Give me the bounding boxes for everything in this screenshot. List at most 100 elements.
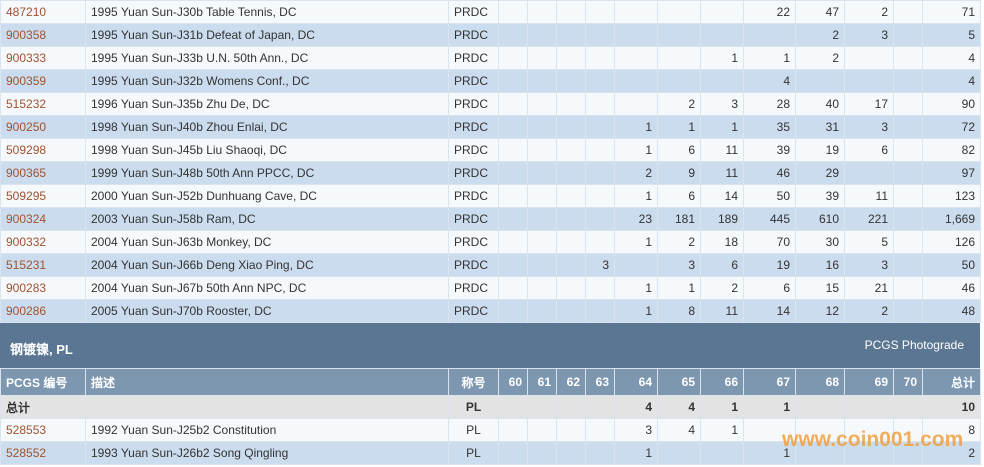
grade-count: 445 bbox=[743, 207, 796, 231]
grade-count bbox=[795, 418, 845, 442]
pcgs-id[interactable]: 900333 bbox=[0, 46, 86, 70]
grade-count: 2 bbox=[657, 92, 701, 116]
grade-count bbox=[585, 23, 615, 47]
grade-count bbox=[498, 184, 528, 208]
designation: PRDC bbox=[448, 276, 499, 300]
grade-count bbox=[614, 69, 658, 93]
data-row: 509295 2000 Yuan Sun-J52b Dunhuang Cave, … bbox=[0, 184, 981, 208]
description: 1995 Yuan Sun-J30b Table Tennis, DC bbox=[85, 0, 449, 24]
grade-count bbox=[556, 207, 586, 231]
grade-count: 8 bbox=[657, 299, 701, 323]
grade-count bbox=[893, 115, 923, 139]
grade-count: 221 bbox=[844, 207, 894, 231]
grade-count bbox=[795, 395, 845, 419]
grade-count bbox=[527, 395, 557, 419]
grade-count bbox=[585, 46, 615, 70]
grade-count: 1 bbox=[614, 115, 658, 139]
grade-count: 29 bbox=[795, 161, 845, 185]
designation: PRDC bbox=[448, 69, 499, 93]
total: 123 bbox=[922, 184, 981, 208]
pcgs-id[interactable]: 900332 bbox=[0, 230, 86, 254]
designation: PRDC bbox=[448, 0, 499, 24]
grade-count bbox=[657, 441, 701, 465]
grade-count: 31 bbox=[795, 115, 845, 139]
pcgs-id[interactable]: 900283 bbox=[0, 276, 86, 300]
grade-count bbox=[893, 138, 923, 162]
grade-count bbox=[700, 69, 744, 93]
column-header: 66 bbox=[700, 368, 744, 396]
grade-count bbox=[893, 441, 923, 465]
grade-count bbox=[556, 69, 586, 93]
grade-count bbox=[844, 161, 894, 185]
grade-count: 4 bbox=[657, 418, 701, 442]
grade-count: 2 bbox=[795, 46, 845, 70]
total: 48 bbox=[922, 299, 981, 323]
grade-count bbox=[844, 46, 894, 70]
grade-count bbox=[844, 441, 894, 465]
grade-count bbox=[844, 69, 894, 93]
summary-row: 总计 PL 4 4 1 1 10 bbox=[0, 395, 981, 419]
grade-count bbox=[527, 23, 557, 47]
grade-count bbox=[893, 161, 923, 185]
pcgs-id[interactable]: 509298 bbox=[0, 138, 86, 162]
designation: PL bbox=[448, 395, 499, 419]
photograde-link[interactable]: PCGS Photograde bbox=[864, 338, 964, 352]
grade-count bbox=[498, 0, 528, 24]
total: 2 bbox=[922, 441, 981, 465]
total: 72 bbox=[922, 115, 981, 139]
grade-count bbox=[844, 395, 894, 419]
pcgs-id[interactable]: 900358 bbox=[0, 23, 86, 47]
designation: PRDC bbox=[448, 184, 499, 208]
total: 71 bbox=[922, 0, 981, 24]
grade-count: 47 bbox=[795, 0, 845, 24]
grade-count: 6 bbox=[700, 253, 744, 277]
grade-count: 11 bbox=[700, 299, 744, 323]
grade-count bbox=[498, 161, 528, 185]
grade-count: 3 bbox=[585, 253, 615, 277]
data-row: 515232 1996 Yuan Sun-J35b Zhu De, DC PRDC 2… bbox=[0, 92, 981, 116]
pcgs-id[interactable]: 900359 bbox=[0, 69, 86, 93]
pcgs-id[interactable]: 515232 bbox=[0, 92, 86, 116]
pcgs-id[interactable]: 900365 bbox=[0, 161, 86, 185]
pcgs-id[interactable]: 487210 bbox=[0, 0, 86, 24]
column-header: 65 bbox=[657, 368, 701, 396]
grade-count bbox=[893, 230, 923, 254]
grade-count bbox=[556, 418, 586, 442]
grade-count bbox=[556, 276, 586, 300]
designation: PRDC bbox=[448, 115, 499, 139]
column-header: 68 bbox=[795, 368, 845, 396]
grade-count: 1 bbox=[657, 115, 701, 139]
grade-count: 40 bbox=[795, 92, 845, 116]
grade-count: 1 bbox=[614, 276, 658, 300]
data-row: 900359 1995 Yuan Sun-J32b Womens Conf., D… bbox=[0, 69, 981, 93]
designation: PRDC bbox=[448, 23, 499, 47]
pcgs-id[interactable]: 900250 bbox=[0, 115, 86, 139]
grade-count bbox=[527, 161, 557, 185]
data-row: 900324 2003 Yuan Sun-J58b Ram, DC PRDC 23 18… bbox=[0, 207, 981, 231]
grade-count: 3 bbox=[614, 418, 658, 442]
grade-count: 19 bbox=[795, 138, 845, 162]
grade-count: 1 bbox=[700, 395, 744, 419]
total: 82 bbox=[922, 138, 981, 162]
pcgs-id[interactable]: 900324 bbox=[0, 207, 86, 231]
pcgs-id[interactable]: 528552 bbox=[0, 441, 86, 465]
total: 50 bbox=[922, 253, 981, 277]
grade-count: 1 bbox=[743, 395, 796, 419]
column-header: 60 bbox=[498, 368, 528, 396]
grade-count bbox=[556, 395, 586, 419]
description: 1993 Yuan Sun-J26b2 Song Qingling bbox=[85, 441, 449, 465]
description: 2004 Yuan Sun-J66b Deng Xiao Ping, DC bbox=[85, 253, 449, 277]
pcgs-id[interactable]: 515231 bbox=[0, 253, 86, 277]
pcgs-id[interactable]: 900286 bbox=[0, 299, 86, 323]
grade-count: 17 bbox=[844, 92, 894, 116]
designation: PRDC bbox=[448, 92, 499, 116]
grade-count: 3 bbox=[844, 253, 894, 277]
grade-count bbox=[893, 184, 923, 208]
grade-count: 39 bbox=[743, 138, 796, 162]
grade-count bbox=[556, 138, 586, 162]
grade-count: 5 bbox=[844, 230, 894, 254]
grade-count bbox=[614, 23, 658, 47]
pcgs-id[interactable]: 528553 bbox=[0, 418, 86, 442]
grade-count: 6 bbox=[657, 138, 701, 162]
pcgs-id[interactable]: 509295 bbox=[0, 184, 86, 208]
